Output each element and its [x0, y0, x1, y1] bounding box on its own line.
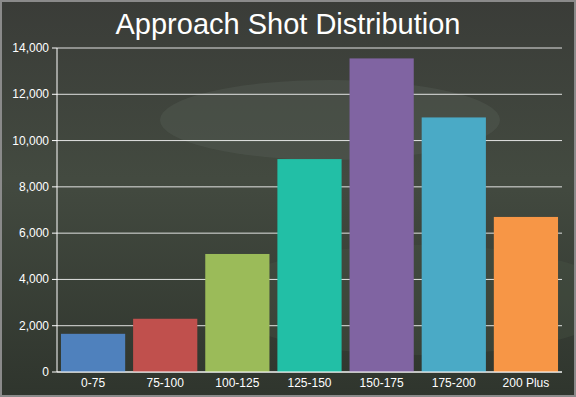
tick-mark — [52, 325, 57, 326]
tick-mark — [52, 186, 57, 187]
x-tick-label: 200 Plus — [503, 376, 550, 390]
tick-mark — [52, 140, 57, 141]
x-tick-label: 175-200 — [432, 376, 476, 390]
grid-line — [57, 48, 562, 49]
bar — [61, 334, 125, 372]
y-tick-label: 0 — [42, 365, 49, 379]
chart-container: Approach Shot Distribution 0 2,000 4,000 6,0… — [0, 0, 576, 397]
x-tick-label: 125-150 — [287, 376, 331, 390]
tick-mark — [52, 94, 57, 95]
x-tick-label: 100-125 — [215, 376, 259, 390]
x-tick-label: 0-75 — [81, 376, 105, 390]
grid-line — [57, 94, 562, 95]
bar — [350, 58, 414, 372]
bar — [422, 117, 486, 372]
y-tick-label: 4,000 — [19, 272, 49, 286]
tick-mark — [52, 233, 57, 234]
y-tick-label: 6,000 — [19, 226, 49, 240]
bar — [133, 319, 197, 372]
chart-title: Approach Shot Distribution — [116, 8, 461, 40]
bar — [205, 254, 269, 372]
y-axis — [57, 48, 58, 372]
tick-mark — [52, 279, 57, 280]
y-tick-label: 8,000 — [19, 180, 49, 194]
tick-mark — [52, 48, 57, 49]
x-tick-label: 150-175 — [360, 376, 404, 390]
y-tick-label: 2,000 — [19, 319, 49, 333]
bars — [61, 58, 558, 372]
grid-line — [57, 372, 562, 373]
tick-mark — [52, 372, 57, 373]
frame — [1, 1, 575, 396]
x-axis — [57, 372, 562, 373]
page: {"chart_data": {"type": "bar", "title": … — [0, 0, 576, 397]
grid — [52, 48, 562, 372]
bar — [277, 159, 341, 372]
y-tick-label: 12,000 — [12, 87, 49, 101]
grid-line — [57, 140, 562, 141]
chart-svg: Approach Shot Distribution 0 2,000 4,000 6,0… — [0, 0, 576, 397]
y-tick-label: 14,000 — [12, 41, 49, 55]
y-tick-label: 10,000 — [12, 134, 49, 148]
bar — [494, 217, 558, 372]
x-tick-label: 75-100 — [147, 376, 185, 390]
